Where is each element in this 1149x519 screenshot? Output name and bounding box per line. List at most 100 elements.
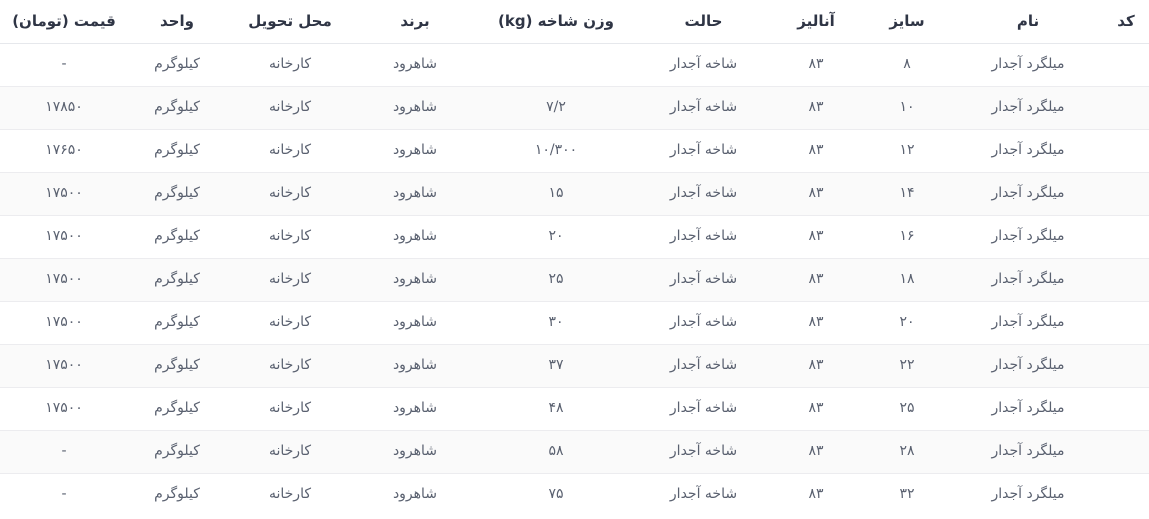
cell-unit: کیلوگرم: [128, 171, 226, 215]
table-body: میلگرد آجدار ۸ ۸۳ شاخه آجدار شاهرود کارخانه کی…: [0, 42, 1149, 516]
table-row[interactable]: میلگرد آجدار ۲۵ ۸۳ شاخه آجدار ۴۸ شاهرود کارخان…: [0, 386, 1149, 430]
column-header-size[interactable]: سایز: [861, 0, 953, 44]
cell-price: ۱۷۵۰۰: [0, 386, 128, 430]
table-row[interactable]: میلگرد آجدار ۱۴ ۸۳ شاخه آجدار ۱۵ شاهرود کارخان…: [0, 171, 1149, 215]
cell-state: شاخه آجدار: [636, 472, 771, 516]
cell-analysis: ۸۳: [771, 429, 861, 473]
cell-state: شاخه آجدار: [636, 300, 771, 344]
cell-name: میلگرد آجدار: [953, 257, 1103, 301]
table-row[interactable]: میلگرد آجدار ۱۰ ۸۳ شاخه آجدار ۷/۲ شاهرود کارخا…: [0, 85, 1149, 129]
cell-unit: کیلوگرم: [128, 257, 226, 301]
table-header-row: کد نام سایز آنالیز حالت وزن شاخه (kg) بر…: [0, 0, 1149, 44]
cell-name: میلگرد آجدار: [953, 343, 1103, 387]
table-row[interactable]: میلگرد آجدار ۲۰ ۸۳ شاخه آجدار ۳۰ شاهرود کارخان…: [0, 300, 1149, 344]
column-header-state[interactable]: حالت: [636, 0, 771, 44]
cell-size: ۱۴: [861, 171, 953, 215]
cell-weight: ۴۸: [476, 386, 636, 430]
column-header-name[interactable]: نام: [953, 0, 1103, 44]
cell-name: میلگرد آجدار: [953, 300, 1103, 344]
cell-size: ۱۸: [861, 257, 953, 301]
column-header-brand[interactable]: برند: [354, 0, 476, 44]
cell-price: ۱۷۶۵۰: [0, 128, 128, 172]
cell-weight: ۲۵: [476, 257, 636, 301]
table-row[interactable]: میلگرد آجدار ۸ ۸۳ شاخه آجدار شاهرود کارخانه کی…: [0, 42, 1149, 86]
cell-unit: کیلوگرم: [128, 300, 226, 344]
cell-brand: شاهرود: [354, 343, 476, 387]
cell-weight: ۱۰/۳۰۰: [476, 128, 636, 172]
cell-name: میلگرد آجدار: [953, 85, 1103, 129]
cell-delivery: کارخانه: [226, 85, 354, 129]
column-header-code[interactable]: کد: [1103, 0, 1149, 44]
table-row[interactable]: میلگرد آجدار ۲۲ ۸۳ شاخه آجدار ۳۷ شاهرود کارخان…: [0, 343, 1149, 387]
cell-code: [1103, 472, 1149, 516]
cell-state: شاخه آجدار: [636, 429, 771, 473]
cell-code: [1103, 128, 1149, 172]
cell-size: ۱۶: [861, 214, 953, 258]
cell-size: ۲۵: [861, 386, 953, 430]
cell-unit: کیلوگرم: [128, 343, 226, 387]
cell-brand: شاهرود: [354, 386, 476, 430]
cell-delivery: کارخانه: [226, 214, 354, 258]
cell-brand: شاهرود: [354, 472, 476, 516]
cell-code: [1103, 85, 1149, 129]
cell-weight: ۷/۲: [476, 85, 636, 129]
cell-state: شاخه آجدار: [636, 214, 771, 258]
table-row[interactable]: میلگرد آجدار ۲۸ ۸۳ شاخه آجدار ۵۸ شاهرود کارخان…: [0, 429, 1149, 473]
cell-price: -: [0, 42, 128, 86]
cell-weight: ۳۰: [476, 300, 636, 344]
cell-code: [1103, 257, 1149, 301]
cell-weight: ۳۷: [476, 343, 636, 387]
cell-unit: کیلوگرم: [128, 386, 226, 430]
cell-brand: شاهرود: [354, 42, 476, 86]
cell-analysis: ۸۳: [771, 472, 861, 516]
table-row[interactable]: میلگرد آجدار ۳۲ ۸۳ شاخه آجدار ۷۵ شاهرود کارخان…: [0, 472, 1149, 516]
cell-size: ۳۲: [861, 472, 953, 516]
table-row[interactable]: میلگرد آجدار ۱۸ ۸۳ شاخه آجدار ۲۵ شاهرود کارخان…: [0, 257, 1149, 301]
cell-price: ۱۷۵۰۰: [0, 343, 128, 387]
cell-weight: ۷۵: [476, 472, 636, 516]
cell-analysis: ۸۳: [771, 42, 861, 86]
cell-analysis: ۸۳: [771, 171, 861, 215]
cell-price: -: [0, 429, 128, 473]
cell-state: شاخه آجدار: [636, 171, 771, 215]
column-header-weight[interactable]: وزن شاخه (kg): [476, 0, 636, 44]
cell-analysis: ۸۳: [771, 343, 861, 387]
cell-size: ۱۲: [861, 128, 953, 172]
cell-code: [1103, 386, 1149, 430]
cell-price: ۱۷۵۰۰: [0, 257, 128, 301]
cell-code: [1103, 429, 1149, 473]
cell-size: ۲۸: [861, 429, 953, 473]
cell-analysis: ۸۳: [771, 214, 861, 258]
cell-brand: شاهرود: [354, 171, 476, 215]
cell-delivery: کارخانه: [226, 472, 354, 516]
cell-analysis: ۸۳: [771, 85, 861, 129]
cell-name: میلگرد آجدار: [953, 214, 1103, 258]
cell-name: میلگرد آجدار: [953, 171, 1103, 215]
cell-name: میلگرد آجدار: [953, 386, 1103, 430]
cell-price: ۱۷۵۰۰: [0, 214, 128, 258]
cell-delivery: کارخانه: [226, 171, 354, 215]
column-header-unit[interactable]: واحد: [128, 0, 226, 44]
cell-delivery: کارخانه: [226, 429, 354, 473]
column-header-analysis[interactable]: آنالیز: [771, 0, 861, 44]
cell-price: ۱۷۸۵۰: [0, 85, 128, 129]
cell-size: ۲۲: [861, 343, 953, 387]
cell-delivery: کارخانه: [226, 343, 354, 387]
cell-brand: شاهرود: [354, 128, 476, 172]
cell-brand: شاهرود: [354, 257, 476, 301]
column-header-price[interactable]: قیمت (تومان): [0, 0, 128, 44]
cell-code: [1103, 343, 1149, 387]
cell-delivery: کارخانه: [226, 42, 354, 86]
cell-analysis: ۸۳: [771, 128, 861, 172]
cell-state: شاخه آجدار: [636, 343, 771, 387]
table-row[interactable]: میلگرد آجدار ۱۲ ۸۳ شاخه آجدار ۱۰/۳۰۰ شاهرود کا…: [0, 128, 1149, 172]
cell-unit: کیلوگرم: [128, 472, 226, 516]
column-header-delivery[interactable]: محل تحویل: [226, 0, 354, 44]
cell-delivery: کارخانه: [226, 300, 354, 344]
cell-size: ۱۰: [861, 85, 953, 129]
cell-price: ۱۷۵۰۰: [0, 300, 128, 344]
cell-state: شاخه آجدار: [636, 42, 771, 86]
table-row[interactable]: میلگرد آجدار ۱۶ ۸۳ شاخه آجدار ۲۰ شاهرود کارخان…: [0, 214, 1149, 258]
cell-delivery: کارخانه: [226, 386, 354, 430]
